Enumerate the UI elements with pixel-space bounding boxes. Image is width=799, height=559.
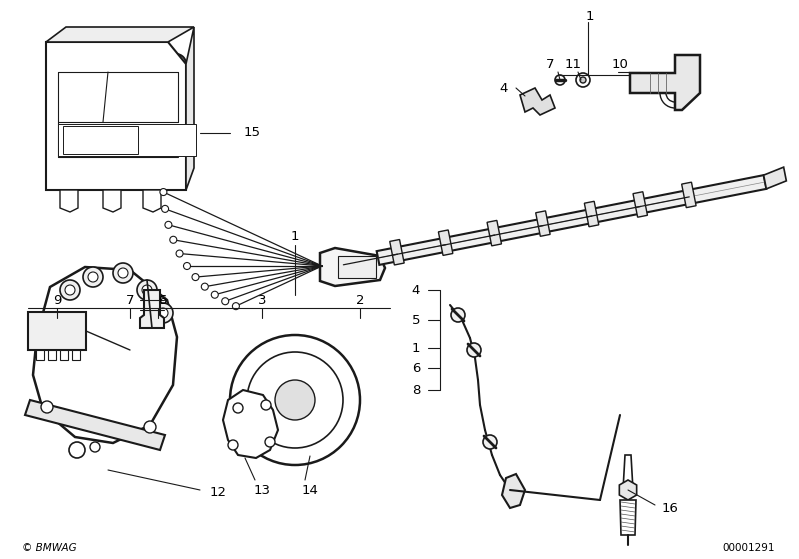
Bar xyxy=(60,350,68,360)
Circle shape xyxy=(176,250,183,257)
Polygon shape xyxy=(623,455,633,490)
Polygon shape xyxy=(764,167,786,189)
Circle shape xyxy=(265,437,275,447)
Text: 16: 16 xyxy=(662,501,678,514)
Polygon shape xyxy=(620,500,636,535)
Circle shape xyxy=(275,380,315,420)
Text: 2: 2 xyxy=(356,295,364,307)
Polygon shape xyxy=(502,474,525,508)
Circle shape xyxy=(221,298,229,305)
Circle shape xyxy=(65,285,75,295)
Text: 14: 14 xyxy=(301,484,319,496)
Circle shape xyxy=(160,188,167,196)
Polygon shape xyxy=(633,192,647,217)
Polygon shape xyxy=(619,480,637,500)
Polygon shape xyxy=(630,55,700,110)
Circle shape xyxy=(233,302,240,310)
Text: 1: 1 xyxy=(411,342,420,354)
Text: 7: 7 xyxy=(125,295,134,307)
Polygon shape xyxy=(140,290,164,328)
Bar xyxy=(338,256,376,278)
Circle shape xyxy=(165,221,172,228)
Text: 5: 5 xyxy=(411,314,420,326)
Text: 8: 8 xyxy=(411,383,420,396)
Text: 7: 7 xyxy=(546,59,555,72)
Polygon shape xyxy=(33,267,177,443)
Polygon shape xyxy=(376,175,766,265)
Circle shape xyxy=(230,335,360,465)
Polygon shape xyxy=(487,220,502,246)
Polygon shape xyxy=(186,27,194,190)
Circle shape xyxy=(161,205,169,212)
Polygon shape xyxy=(223,390,278,458)
Text: 00001291: 00001291 xyxy=(722,543,775,553)
Circle shape xyxy=(144,421,156,433)
Circle shape xyxy=(483,435,497,449)
Polygon shape xyxy=(535,211,551,236)
Circle shape xyxy=(137,280,157,300)
Text: 4: 4 xyxy=(411,283,420,296)
Bar xyxy=(48,350,56,360)
Circle shape xyxy=(184,263,190,269)
Text: 15: 15 xyxy=(244,126,260,140)
Circle shape xyxy=(576,73,590,87)
Circle shape xyxy=(83,267,103,287)
Polygon shape xyxy=(584,201,598,227)
Text: 1: 1 xyxy=(291,230,300,244)
Polygon shape xyxy=(60,190,78,212)
Text: 13: 13 xyxy=(253,484,271,496)
Circle shape xyxy=(142,285,152,295)
Circle shape xyxy=(247,352,343,448)
Text: 4: 4 xyxy=(500,82,508,94)
Bar xyxy=(58,124,196,156)
Bar xyxy=(63,126,138,154)
Polygon shape xyxy=(682,182,696,207)
Polygon shape xyxy=(46,27,194,42)
Text: 11: 11 xyxy=(565,59,582,72)
Circle shape xyxy=(170,236,177,243)
Polygon shape xyxy=(520,88,555,115)
Circle shape xyxy=(261,400,271,410)
Circle shape xyxy=(60,280,80,300)
Circle shape xyxy=(211,291,218,299)
Text: 9: 9 xyxy=(53,295,62,307)
Circle shape xyxy=(228,440,238,450)
Circle shape xyxy=(113,263,133,283)
Circle shape xyxy=(118,268,128,278)
Circle shape xyxy=(158,308,168,318)
Text: 12: 12 xyxy=(209,486,226,499)
Circle shape xyxy=(451,308,465,322)
Circle shape xyxy=(69,442,85,458)
Text: © BMWAG: © BMWAG xyxy=(22,543,77,553)
Circle shape xyxy=(580,77,586,83)
Polygon shape xyxy=(439,230,453,255)
Polygon shape xyxy=(143,190,161,212)
Text: 6: 6 xyxy=(411,362,420,375)
Bar xyxy=(72,350,80,360)
Text: 3: 3 xyxy=(258,295,266,307)
Circle shape xyxy=(88,272,98,282)
Circle shape xyxy=(192,273,199,281)
Circle shape xyxy=(467,343,481,357)
Circle shape xyxy=(201,283,209,290)
Circle shape xyxy=(555,75,565,85)
Text: 1: 1 xyxy=(586,10,594,22)
Bar xyxy=(36,350,44,360)
Polygon shape xyxy=(46,42,186,190)
Bar xyxy=(28,312,86,350)
Text: 10: 10 xyxy=(611,59,629,72)
Circle shape xyxy=(41,401,53,413)
Polygon shape xyxy=(320,248,385,286)
Circle shape xyxy=(90,442,100,452)
Polygon shape xyxy=(25,400,165,450)
Polygon shape xyxy=(103,190,121,212)
Circle shape xyxy=(233,403,243,413)
Circle shape xyxy=(153,303,173,323)
Text: 6: 6 xyxy=(158,295,166,307)
Polygon shape xyxy=(390,239,404,265)
